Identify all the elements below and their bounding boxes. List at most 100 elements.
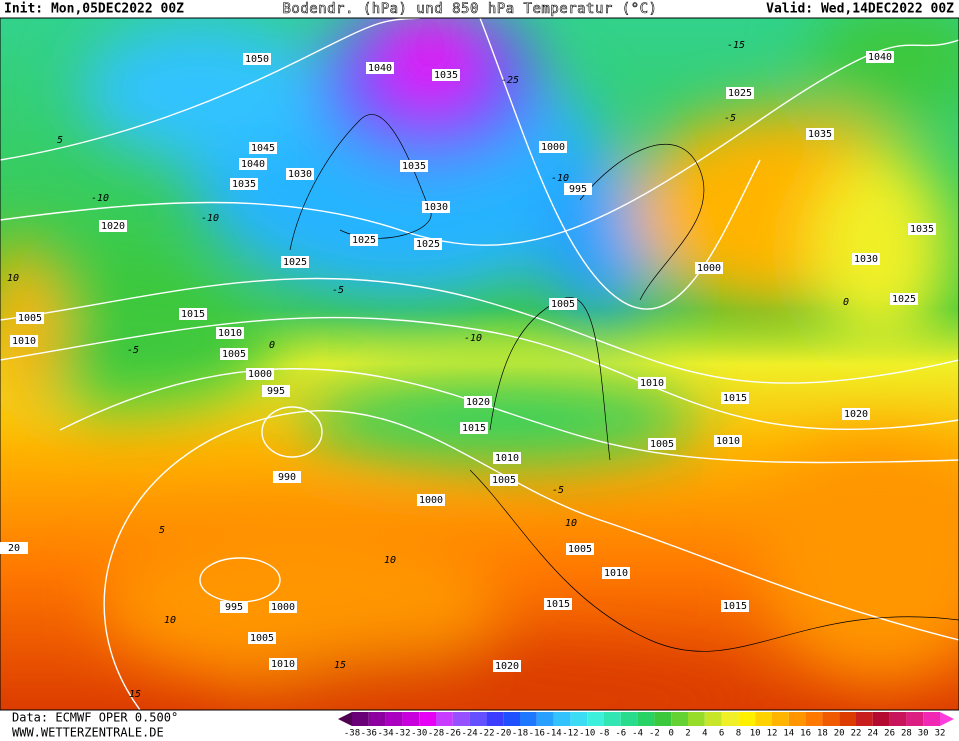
- isobar-label-box: [806, 128, 834, 140]
- isobar-label: 1040: [241, 159, 265, 170]
- isotherm-label: 0: [269, 340, 275, 351]
- isobar-label: 1035: [910, 224, 934, 235]
- isobar-label-box: [249, 142, 277, 154]
- isobar-label: 20: [8, 543, 20, 554]
- isobar-label: 1025: [728, 88, 752, 99]
- isobar-label: 1005: [492, 475, 516, 486]
- isobar-label: 1010: [716, 436, 740, 447]
- isobar-label-box: [549, 298, 577, 310]
- data-source: Data: ECMWF OPER 0.500°: [12, 711, 178, 725]
- isobar-label: 1030: [288, 169, 312, 180]
- isobar-label: 1025: [416, 239, 440, 250]
- scale-label: -16: [529, 729, 545, 739]
- isotherm-label: 10: [164, 615, 176, 626]
- isobar-label-box: [220, 348, 248, 360]
- scale-label: 24: [867, 729, 878, 739]
- scale-box: [889, 712, 907, 726]
- scale-box: [839, 712, 856, 726]
- scale-label: 26: [884, 729, 895, 739]
- isotherm-label: -25: [501, 75, 519, 86]
- isobar-label-box: [216, 327, 244, 339]
- scale-arrow-left: [338, 712, 352, 726]
- scale-label: 32: [935, 729, 946, 739]
- isotherm-label: 10: [384, 555, 396, 566]
- scale-box: [923, 712, 940, 726]
- scale-box: [604, 712, 621, 726]
- isobar-label: 1010: [495, 453, 519, 464]
- isobar-label: 1025: [283, 257, 307, 268]
- scale-box: [587, 712, 604, 726]
- isobar-label-box: [544, 598, 572, 610]
- isobar-label-box: [281, 256, 309, 268]
- isobar-label: 1005: [650, 439, 674, 450]
- isotherm-label: -10: [464, 333, 482, 344]
- valid-time: Valid: Wed,14DEC2022 00Z: [766, 2, 954, 17]
- scale-label: -20: [495, 729, 511, 739]
- isobar-label-box: [852, 253, 880, 265]
- scale-label: -24: [461, 729, 477, 739]
- isobar-label-box: [417, 494, 445, 506]
- isobar-label: 1010: [271, 659, 295, 670]
- isotherm-label: 15: [129, 689, 141, 700]
- isobar-label: 1020: [844, 409, 868, 420]
- isobar-label-box: [269, 658, 297, 670]
- isobar-label: 1025: [892, 294, 916, 305]
- scale-arrow-right: [940, 712, 954, 726]
- scale-label: 14: [783, 729, 794, 739]
- scale-box: [637, 712, 655, 726]
- scale-box: [738, 712, 756, 726]
- scale-box: [436, 712, 453, 726]
- scale-box: [856, 712, 873, 726]
- isobar-label: 1015: [462, 423, 486, 434]
- scale-label: -4: [632, 729, 643, 739]
- isotherm-label: -15: [727, 40, 745, 51]
- scale-label: 12: [767, 729, 778, 739]
- scale-label: -2: [649, 729, 660, 739]
- scale-box: [536, 712, 554, 726]
- isobar-label-box: [464, 396, 492, 408]
- scale-box: [872, 712, 890, 726]
- isobar-label-box: [432, 69, 460, 81]
- scale-label: 4: [702, 729, 707, 739]
- isobar-label: 990: [278, 472, 296, 483]
- isobar-label-box: [99, 220, 127, 232]
- isotherm-label: -10: [551, 173, 569, 184]
- isotherm-label: 5: [57, 135, 63, 146]
- scale-box: [688, 712, 705, 726]
- isotherm-label: 10: [7, 273, 19, 284]
- color-scale: -38 -36 -34 -32 -30 -28 -26 -24 -22 -20 -18 -16 -14-…: [338, 712, 954, 739]
- isobar-label: 1020: [495, 661, 519, 672]
- isobar-label-box: [539, 141, 567, 153]
- isotherm-label: 0: [843, 297, 849, 308]
- map-title: Bodendr. (hPa) und 850 hPa Temperatur (°…: [282, 1, 657, 17]
- scale-box: [620, 712, 638, 726]
- isobar-label-box: [493, 660, 521, 672]
- scale-box: [721, 712, 739, 726]
- isobar-label: 1010: [640, 378, 664, 389]
- isotherm-label: -5: [127, 345, 139, 356]
- isobar-label-box: [908, 223, 936, 235]
- isotherm-label: -5: [552, 485, 564, 496]
- isobar-label: 1030: [854, 254, 878, 265]
- scale-label: -18: [512, 729, 528, 739]
- scale-label: -38: [344, 729, 360, 739]
- isobar-label-box: [243, 53, 271, 65]
- isobar-label: 1025: [352, 235, 376, 246]
- scale-box: [352, 712, 369, 726]
- isobar-label-box: [493, 452, 521, 464]
- isotherm-label: 15: [334, 660, 346, 671]
- scale-box: [906, 712, 924, 726]
- isobar-label-box: [842, 408, 870, 420]
- scale-box: [452, 712, 470, 726]
- isobar-label: 1010: [218, 328, 242, 339]
- isobar-label-box: [414, 238, 442, 250]
- scale-box: [368, 712, 386, 726]
- scale-label: -34: [377, 729, 393, 739]
- website: WWW.WETTERZENTRALE.DE: [12, 726, 164, 740]
- isobar-label: 1035: [434, 70, 458, 81]
- isobar-label: 1005: [18, 313, 42, 324]
- isobar-label-box: [638, 377, 666, 389]
- isobar-label-box: [179, 308, 207, 320]
